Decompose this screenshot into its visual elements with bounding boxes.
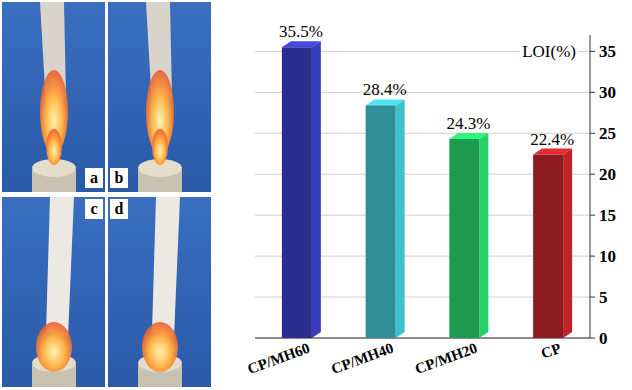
photo-label-box (110, 199, 128, 219)
flame (142, 322, 178, 372)
tick-label: 10 (599, 247, 616, 266)
tick (590, 51, 595, 52)
category-label: CP/MH40 (329, 340, 396, 377)
y-axis (590, 35, 591, 338)
tick-label: 25 (599, 124, 616, 143)
category-label: CP/MH60 (245, 340, 312, 377)
tick (590, 338, 595, 339)
tick (590, 215, 595, 216)
data-label: 28.4% (363, 80, 407, 99)
page: ab c d 0 5 10 15 20 25 30 35 LOI(%) 35.5% 28.4% 24.3% 2… (0, 0, 632, 390)
flame (46, 129, 62, 165)
category-label: CP (539, 340, 563, 362)
tick-label: 15 (599, 206, 616, 225)
tick-label: 20 (599, 165, 616, 184)
bar-side (312, 41, 321, 338)
data-label: 35.5% (279, 22, 323, 41)
photo-panel: d (108, 197, 211, 387)
tick (590, 92, 595, 93)
photo-background (2, 197, 105, 387)
bar-side (396, 99, 405, 338)
photo-label: c (90, 200, 97, 217)
tick (590, 297, 595, 298)
flame (152, 129, 168, 165)
photo-label-box (110, 168, 128, 188)
bar (366, 105, 396, 338)
tick-label: 0 (599, 329, 608, 348)
bar-side (479, 133, 488, 338)
tick-label: 30 (599, 83, 616, 102)
photo-label: a (90, 169, 98, 186)
photo-panel: c (2, 197, 105, 387)
data-label: 24.3% (446, 114, 490, 133)
tick (590, 256, 595, 257)
tick-label: 35 (599, 42, 616, 61)
flame (36, 322, 72, 372)
bar-top (449, 133, 488, 139)
specimen (46, 197, 74, 337)
bars (282, 41, 572, 338)
bar-top (366, 99, 405, 105)
label-patch (520, 41, 578, 62)
photo-panel: b (108, 2, 211, 192)
photo-label-box (85, 199, 103, 219)
data-label: 22.4% (530, 130, 574, 149)
bar-side (563, 149, 572, 338)
bar-top (282, 41, 321, 47)
tick (590, 133, 595, 134)
bar (533, 155, 563, 338)
specimen (152, 197, 180, 337)
photo-background (108, 197, 211, 387)
bar-top (533, 149, 572, 155)
tick-label: 5 (599, 288, 608, 307)
bar (449, 139, 479, 338)
photo-panel: a (2, 2, 105, 192)
photo-background (2, 2, 105, 192)
photo-label: d (115, 200, 124, 217)
bar (282, 47, 312, 338)
tick (590, 174, 595, 175)
axis-title: LOI(%) (522, 42, 576, 61)
category-label: CP/MH20 (413, 340, 480, 377)
photo-label-box (85, 168, 103, 188)
photo-label: b (115, 169, 124, 186)
photo-background (108, 2, 211, 192)
